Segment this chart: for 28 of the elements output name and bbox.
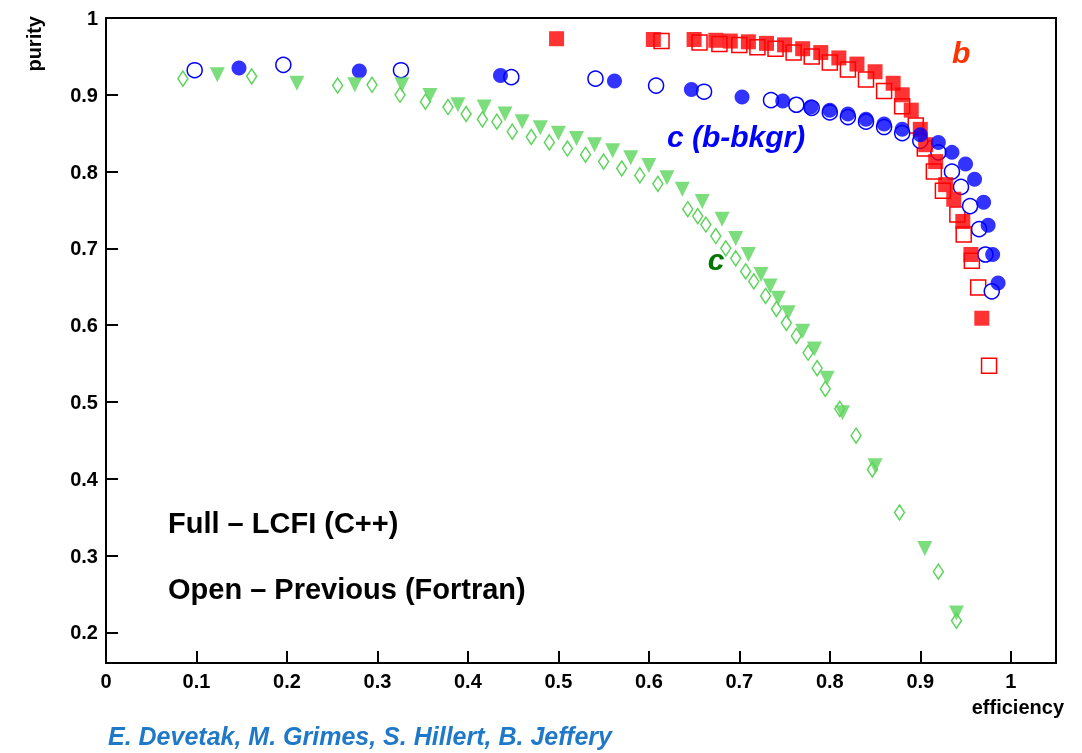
y-tick-label: 0.9 [70,83,98,106]
x-tick-label: 0.7 [725,670,754,692]
x-tick-label: 0.4 [454,670,483,692]
x-tick-label: 0 [100,670,112,692]
y-tick-label: 0.3 [70,544,98,567]
x-tick-label: 0.6 [634,670,663,692]
x-tick-label: 1 [1005,670,1017,692]
series-label: c (b-bkgr) [666,120,806,154]
x-tick-label: 0.3 [363,670,392,692]
y-tick-label: 0.5 [70,390,98,413]
y-tick-label: 0.2 [70,621,98,644]
y-tick-label: 0.6 [70,314,98,337]
annotation: Full – LCFI (C++) [168,507,399,539]
annotation: Open – Previous (Fortran) [168,573,526,605]
y-tick-label: 0.8 [70,160,98,183]
text: E. Devetak, M. Grimes, S. Hillert, B. Jeffery [108,722,614,750]
x-tick-label: 0.2 [273,670,301,692]
x-tick-label: 0.9 [906,670,935,692]
x-tick-label: 0.5 [544,670,573,692]
y-tick-label: 1 [86,7,98,29]
x-tick-label: 0.8 [815,670,844,692]
series-label: b [951,35,971,69]
x-axis-title: efficiency [971,696,1065,718]
y-axis-title: purity [23,15,45,72]
series-label: c [707,243,725,277]
y-tick-label: 0.4 [70,467,99,490]
x-tick-label: 0.1 [182,670,211,692]
y-tick-label: 0.7 [70,237,98,260]
